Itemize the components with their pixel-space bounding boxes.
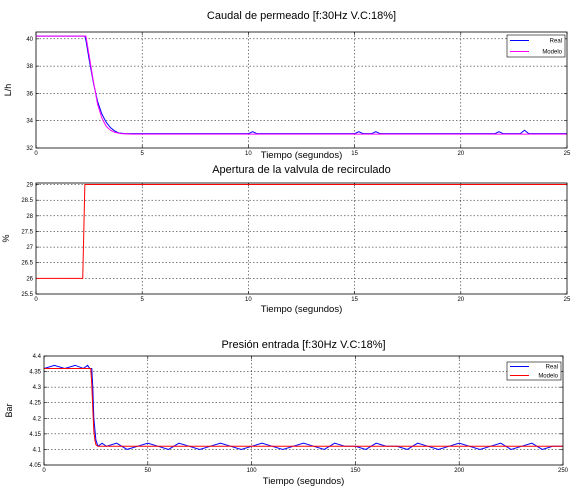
y-tick-label: 4.25 [29, 401, 41, 407]
plot-area [36, 32, 567, 148]
y-tick-label: 27 [26, 245, 33, 251]
y-tick-label: 36 [26, 91, 33, 97]
x-tick-label: 25 [564, 151, 571, 157]
x-tick-label: 10 [245, 297, 252, 303]
y-tick-label: 25.5 [21, 292, 33, 298]
legend: Real Modelo [506, 34, 566, 58]
y-tick-label: 26 [26, 276, 33, 282]
y-tick-label: 4.3 [33, 385, 42, 391]
chart-title: Caudal de permeado [f:30Hz V.C:18%] [207, 10, 396, 22]
y-tick-label: 28.5 [21, 198, 33, 204]
y-tick-label: 28 [26, 214, 33, 220]
y-tick-label: 4.15 [29, 432, 41, 438]
axes-frame [43, 355, 564, 466]
plot-area [36, 183, 567, 294]
chart-3: 0 50 100 150 200 250 4.05 4.1 4.15 4.2 4.25 4.3 4.35… [4, 339, 569, 487]
series-line-real [44, 364, 563, 450]
x-tick-label: 0 [34, 297, 38, 303]
x-axis-label: Tiempo (segundos) [261, 150, 343, 161]
y-axis-label: % [1, 234, 11, 242]
series-line-value [36, 184, 567, 279]
axes-frame [35, 31, 568, 149]
x-tick-label: 15 [351, 297, 358, 303]
x-tick-label: 150 [350, 468, 361, 474]
legend-label: Modelo [538, 374, 558, 380]
y-tick-label: 4.35 [29, 370, 41, 376]
x-tick-label: 100 [247, 468, 258, 474]
x-tick-label: 50 [144, 468, 151, 474]
x-tick-label: 250 [558, 468, 569, 474]
chart-title: Apertura de la valvula de recirculado [212, 164, 391, 176]
x-tick-label: 15 [351, 151, 358, 157]
y-axis-label: L/h [3, 84, 13, 97]
legend-label: Real [546, 365, 558, 371]
y-tick-label: 4.1 [33, 447, 42, 453]
legend: Real Modelo [506, 361, 562, 381]
x-tick-label: 200 [454, 468, 465, 474]
chart-1: 0 5 10 15 20 25 32 34 36 38 40 Caudal de permeado [… [3, 10, 571, 161]
x-tick-label: 0 [34, 151, 38, 157]
axes-frame [35, 182, 568, 295]
y-tick-label: 26.5 [21, 261, 33, 267]
x-axis-label: Tiempo (segundos) [261, 304, 343, 315]
y-tick-label: 29 [26, 183, 33, 189]
plot-area [44, 356, 563, 465]
y-tick-label: 38 [26, 64, 33, 70]
series-line-modelo [36, 35, 567, 135]
y-tick-label: 4.2 [33, 416, 42, 422]
y-tick-label: 4.4 [33, 354, 42, 360]
y-tick-label: 4.05 [29, 463, 41, 469]
series-line-modelo [44, 367, 563, 447]
x-tick-label: 20 [457, 297, 464, 303]
x-tick-label: 0 [42, 468, 46, 474]
legend-label: Modelo [542, 50, 562, 56]
y-tick-label: 34 [26, 119, 33, 125]
x-tick-label: 5 [141, 297, 145, 303]
y-axis-label: Bar [4, 403, 14, 417]
y-tick-label: 27.5 [21, 229, 33, 235]
x-tick-label: 5 [141, 151, 145, 157]
x-axis-label: Tiempo (segundos) [263, 476, 345, 487]
chart-title: Presión entrada [f:30Hz V.C:18%] [221, 339, 385, 351]
x-tick-label: 20 [457, 151, 464, 157]
x-tick-label: 10 [245, 151, 252, 157]
y-tick-label: 40 [26, 37, 33, 43]
legend-label: Real [550, 39, 562, 45]
x-tick-label: 25 [564, 297, 571, 303]
y-tick-label: 32 [26, 146, 33, 152]
chart-2: 0 5 10 15 20 25 25.5 26 26.5 27 27.5 28 28.5 29 Apertu… [1, 164, 571, 315]
